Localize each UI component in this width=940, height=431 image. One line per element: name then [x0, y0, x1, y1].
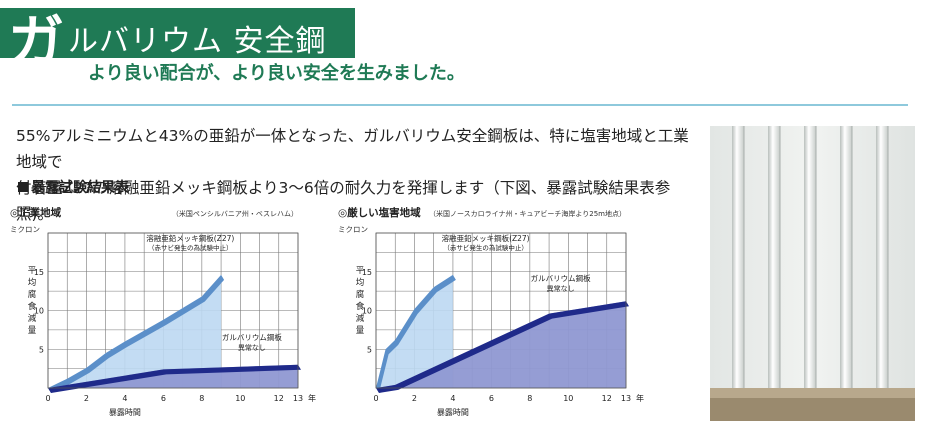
x-tick-label: 12 — [602, 394, 612, 403]
x-tick-label: 13 — [293, 394, 303, 403]
x-tick-label: 0 — [45, 394, 50, 403]
series-note-z27: （赤サビ発生の為試験中止） — [148, 243, 233, 252]
x-tick-label: 10 — [235, 394, 245, 403]
x-tick-label: 8 — [199, 394, 204, 403]
x-tick-label: 0 — [373, 394, 378, 403]
y-tick-label: 10 — [34, 307, 44, 316]
y-axis-label-char: 食 — [28, 301, 37, 312]
page-title: ルバリウム 安全鋼板 — [68, 24, 327, 95]
panel-rib — [768, 126, 780, 388]
y-axis-label-char: 均 — [28, 277, 37, 288]
series-label-galvalume: ガルバリウム鋼板 — [222, 332, 282, 342]
series-note-z27: （赤サビ発生の為試験中止） — [443, 243, 527, 252]
y-axis-label-char: 平 — [356, 266, 365, 276]
chart-industrial: ◎工業地域 （米国ペンシルバニア州・ベスレハム） ミクロン 5 10 15 0 2 4 6 8 10 1… — [8, 203, 328, 428]
y-axis-label-char: 減 — [28, 313, 37, 324]
y-tick-label: 5 — [367, 345, 372, 354]
x-tick-label: 10 — [563, 394, 573, 403]
y-axis-label-char: 均 — [356, 277, 365, 288]
chart-title: ◎工業地域 — [10, 206, 62, 219]
series-area-z27 — [48, 274, 222, 388]
body-line-1: 55%アルミニウムと43%の亜鉛が一体となった、ガルバリウム安全鋼板は、特に塩害… — [16, 127, 689, 171]
x-tick-label: 13 — [621, 394, 631, 403]
series-edge-galvalume — [48, 364, 301, 393]
body-paragraph: 55%アルミニウムと43%の亜鉛が一体となった、ガルバリウム安全鋼板は、特に塩害… — [16, 123, 696, 227]
series-label-galvalume: ガルバリウム鋼板 — [531, 273, 591, 283]
section-title: 暴露試験結果表 — [31, 180, 129, 196]
header-ka-glyph: ガ — [8, 10, 64, 75]
y-axis-label-char: 腐 — [28, 289, 37, 300]
y-unit-label: ミクロン — [10, 225, 40, 234]
panel-rib — [840, 126, 852, 388]
x-unit-label: 年 — [308, 393, 316, 403]
x-tick-label: 2 — [84, 394, 89, 403]
x-tick-label: 8 — [527, 394, 532, 403]
series-area-z27 — [376, 274, 453, 388]
x-tick-label: 6 — [489, 394, 494, 403]
chart-subtitle: （米国ノースカロライナ州・キュアビーチ海岸より25m地点） — [429, 209, 626, 218]
square-bullet-icon — [18, 182, 28, 192]
steel-panel-image — [710, 126, 915, 421]
series-note-galvalume: 異常なし — [547, 284, 575, 293]
page-subtitle: より良い配合が、より良い安全を生みました。 — [88, 63, 465, 84]
x-tick-label: 6 — [161, 394, 166, 403]
section-heading: 暴露試験結果表 — [18, 178, 129, 198]
y-tick-label: 5 — [39, 345, 44, 354]
chart-coastal: ◎厳しい塩害地域 （米国ノースカロライナ州・キュアビーチ海岸より25m地点） ミクロ… — [336, 203, 656, 428]
series-edge-z27 — [48, 274, 225, 393]
y-tick-label: 15 — [362, 268, 372, 277]
y-axis-label-char: 減 — [356, 313, 365, 324]
y-tick-label: 15 — [34, 268, 44, 277]
x-tick-label: 4 — [450, 394, 455, 403]
x-axis-label: 暴露時間 — [109, 408, 141, 417]
y-axis-label-char: 平 — [28, 266, 37, 276]
panel-rib — [804, 126, 816, 388]
divider-rule — [12, 104, 908, 106]
plot-frame — [375, 232, 627, 389]
panel-rib — [732, 126, 744, 388]
plot-frame — [47, 232, 299, 389]
y-axis-label-char: 量 — [28, 326, 37, 336]
x-axis-label: 暴露時間 — [437, 408, 469, 417]
chart-title: ◎厳しい塩害地域 — [338, 206, 421, 219]
series-label-z27: 溶融亜鉛メッキ鋼板(Z27) — [442, 233, 530, 243]
panel-rib — [876, 126, 888, 388]
series-label-z27: 溶融亜鉛メッキ鋼板(Z27) — [146, 233, 234, 243]
x-tick-label: 12 — [274, 394, 284, 403]
y-axis-label-char: 腐 — [356, 289, 365, 300]
chart-svg: ◎工業地域 （米国ペンシルバニア州・ベスレハム） ミクロン 5 10 15 0 2 4 6 8 10 1… — [10, 206, 316, 417]
x-tick-label: 2 — [412, 394, 417, 403]
y-unit-label: ミクロン — [338, 225, 368, 234]
chart-svg: ◎厳しい塩害地域 （米国ノースカロライナ州・キュアビーチ海岸より25m地点） ミクロ… — [338, 206, 644, 417]
x-tick-label: 4 — [122, 394, 127, 403]
chart-subtitle: （米国ペンシルバニア州・ベスレハム） — [172, 209, 298, 218]
y-axis-label-char: 量 — [356, 326, 365, 336]
y-tick-label: 10 — [362, 307, 372, 316]
series-note-galvalume: 異常なし — [238, 343, 266, 352]
body-line-2: 付着量Z27の溶融亜鉛メッキ鋼板より3〜6倍の耐久力を発揮します（下図、暴露試験… — [16, 179, 671, 223]
series-edge-galvalume — [376, 301, 629, 393]
header-band: ガ ルバリウム 安全鋼板 — [0, 8, 355, 95]
steel-panel-photo — [710, 126, 915, 421]
x-unit-label: 年 — [636, 393, 644, 403]
y-axis-label-char: 食 — [356, 301, 365, 312]
